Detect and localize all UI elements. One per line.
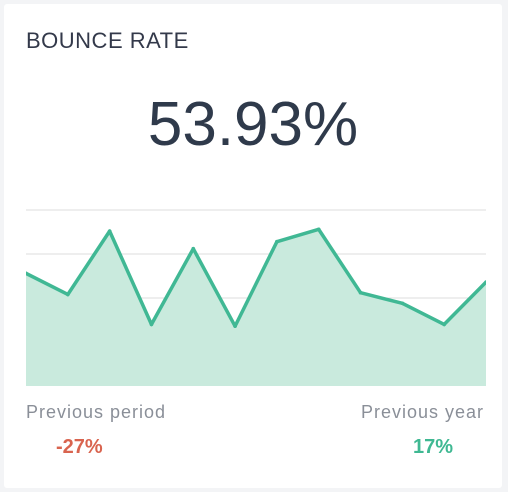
line-segment [66, 229, 112, 297]
line-segment [358, 290, 405, 306]
line-segment [233, 239, 279, 328]
chart-segments [26, 227, 486, 328]
line-segment [400, 301, 446, 327]
data-point [191, 246, 196, 251]
line-segment [107, 229, 154, 327]
widget-title: BOUNCE RATE [26, 28, 189, 53]
previous-period-change: -27% [56, 436, 103, 458]
bounce-rate-widget: BOUNCE RATE 53.93% Previous period Previ… [4, 4, 502, 488]
data-point [400, 301, 405, 306]
previous-period-label: Previous period [26, 402, 167, 422]
line-segment [149, 246, 196, 327]
data-point [358, 290, 363, 295]
line-segment [442, 280, 486, 327]
line-segment [275, 227, 321, 244]
data-point [233, 324, 237, 328]
line-segment [26, 271, 70, 297]
area-fill [26, 229, 486, 386]
previous-year-change: 17% [412, 436, 453, 458]
previous-year-label: Previous year [360, 402, 484, 422]
data-point [275, 239, 279, 244]
data-point [484, 280, 486, 284]
line-segment [316, 227, 363, 295]
data-point [149, 322, 154, 327]
data-point [442, 322, 446, 327]
data-point [66, 292, 70, 297]
data-point [316, 227, 321, 232]
data-point [107, 229, 112, 233]
line-segment [191, 246, 237, 328]
data-point [26, 271, 28, 276]
bounce-rate-sparkline [26, 209, 486, 386]
bounce-rate-value: 53.93% [147, 90, 359, 159]
